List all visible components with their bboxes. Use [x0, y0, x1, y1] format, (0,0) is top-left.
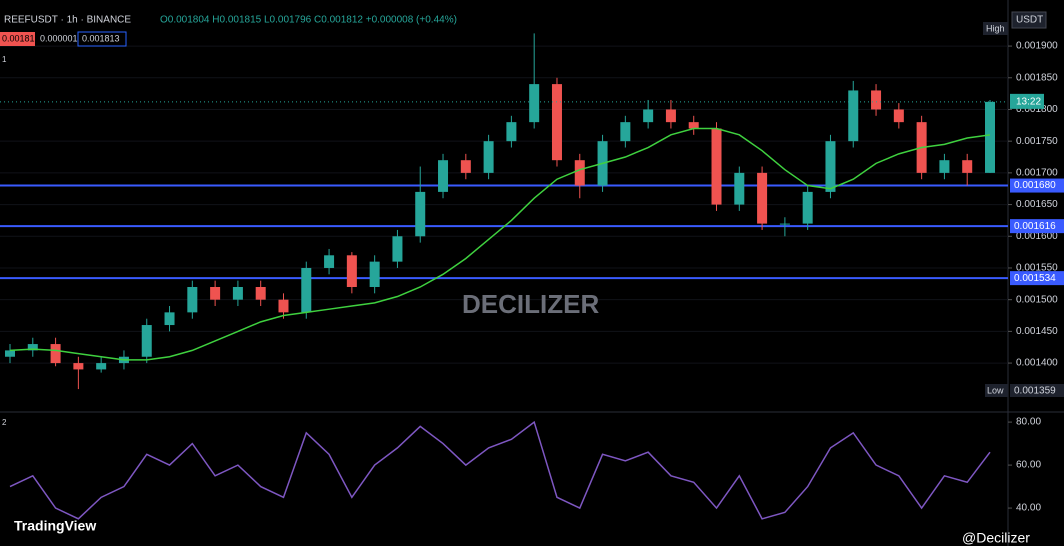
y-tick-label: 0.001750 [1016, 136, 1058, 147]
candle-body [324, 255, 335, 268]
candle-body [893, 109, 904, 123]
y-tick-label: 0.001800 [1016, 104, 1058, 115]
candle-body [301, 267, 312, 313]
spread: 0.000001 [40, 33, 78, 43]
sell-price: 0.001812 [2, 33, 40, 43]
level-tag [1010, 178, 1064, 193]
candle-body [5, 350, 15, 357]
candle-body [232, 286, 243, 300]
watermark: DECILIZER [462, 289, 599, 319]
candle-body [734, 172, 745, 205]
candle-body [825, 141, 836, 192]
y-tick-label: 0.001550 [1016, 263, 1058, 274]
level-label: 0.001534 [1014, 273, 1056, 284]
pane-index: 2 [2, 418, 7, 427]
last-price-tag [1010, 93, 1044, 109]
y-tick-label: 60.00 [1016, 460, 1041, 471]
candle-body [73, 363, 84, 370]
level-tag [1010, 271, 1064, 286]
y-tick-label: 0.001850 [1016, 72, 1058, 83]
candle-body [665, 109, 676, 123]
candle-body [643, 109, 654, 123]
candle-body [415, 191, 426, 237]
sell-box [0, 32, 35, 46]
candle-body [506, 122, 517, 142]
candle-body [757, 172, 768, 224]
y-tick-label: 0.001450 [1016, 326, 1058, 337]
candle-body [27, 344, 38, 351]
high-label: High [986, 23, 1005, 33]
candle-body [688, 122, 699, 129]
candle-body [50, 344, 61, 364]
pane-index: 1 [2, 55, 7, 64]
candle-body [939, 160, 950, 173]
symbol-title: REEFUSDT · 1h · BINANCE [4, 15, 131, 26]
level-tag [1010, 219, 1064, 234]
moving-average [9, 127, 991, 361]
candle-body [779, 223, 790, 225]
candle-body [255, 286, 266, 300]
y-tick-label: 0.001400 [1016, 358, 1058, 369]
ohlc-readout: O0.001804 H0.001815 L0.001796 C0.001812 … [160, 15, 457, 26]
candle-body [278, 299, 289, 313]
candle-body [802, 191, 813, 224]
candle-body [438, 160, 449, 192]
brand: TradingView [14, 518, 96, 534]
candle-body [483, 141, 494, 173]
y-tick-label: 0.001900 [1016, 41, 1058, 52]
candle-body [574, 160, 585, 186]
y-tick-label: 80.00 [1016, 417, 1041, 428]
candle-body [346, 255, 357, 287]
y-tick-label: 0.001500 [1016, 294, 1058, 305]
y-tick-label: 0.001600 [1016, 231, 1058, 242]
candle-body [141, 325, 152, 357]
countdown: 13:22 [1016, 97, 1041, 108]
y-tick-label: 0.001700 [1016, 168, 1058, 179]
currency: USDT [1016, 15, 1043, 26]
y-tick-label: 0.001650 [1016, 199, 1058, 210]
candle-body [620, 122, 631, 142]
candle-body [392, 236, 403, 262]
candle-body [985, 101, 995, 173]
buy-price: 0.001813 [82, 33, 120, 43]
candle-body [369, 261, 380, 287]
candle-body [551, 84, 562, 161]
candle-body [529, 84, 540, 123]
candle-body [164, 312, 175, 326]
rsi-line [9, 420, 991, 520]
currency-button[interactable] [1011, 11, 1047, 29]
buy-box [77, 31, 127, 47]
candle-body [187, 286, 198, 313]
candle-body [210, 286, 221, 300]
low-tag [985, 384, 1008, 397]
credit: @Decilizer [962, 530, 1030, 546]
candle-body [848, 90, 859, 142]
candle-body [962, 160, 973, 173]
low-value-tag [1010, 384, 1064, 397]
level-label: 0.001680 [1014, 180, 1056, 191]
low-value: 0.001359 [1014, 386, 1056, 397]
candle-body [711, 128, 722, 205]
y-tick-label: 40.00 [1016, 503, 1041, 514]
candle-body [871, 90, 882, 110]
low-label: Low [987, 385, 1004, 395]
candle-body [96, 363, 107, 370]
high-tag [983, 22, 1008, 35]
level-label: 0.001616 [1014, 221, 1056, 232]
candle-body [460, 160, 471, 173]
